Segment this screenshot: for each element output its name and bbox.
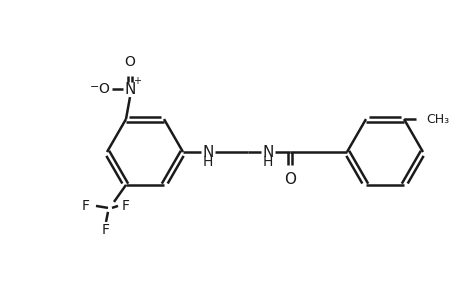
Text: O: O	[283, 172, 295, 187]
Text: CH₃: CH₃	[425, 112, 448, 126]
Text: N: N	[124, 82, 135, 97]
Text: F: F	[102, 223, 110, 237]
Text: F: F	[82, 199, 90, 213]
Text: −: −	[90, 82, 100, 92]
Text: F: F	[122, 199, 130, 213]
Text: H: H	[202, 155, 213, 169]
Text: N: N	[202, 145, 213, 160]
Text: O: O	[98, 82, 109, 96]
Text: H: H	[262, 155, 273, 169]
Text: +: +	[133, 76, 141, 86]
Text: N: N	[262, 145, 273, 160]
Text: O: O	[124, 55, 135, 69]
